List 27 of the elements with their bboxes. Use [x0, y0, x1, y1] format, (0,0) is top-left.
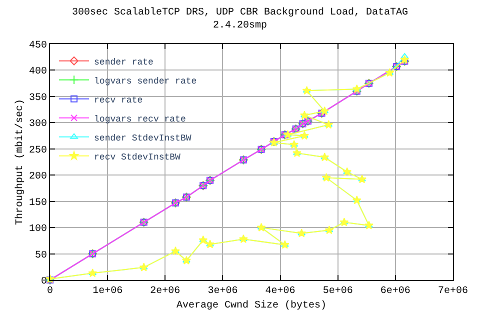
legend-label: recv rate	[94, 95, 143, 106]
legend-label: logvars sender rate	[94, 76, 197, 86]
x-tick-label: 2e+06	[150, 286, 180, 297]
y-tick-label: 400	[28, 66, 47, 78]
x-tick-label: 7e+06	[438, 286, 468, 297]
y-tick-label: 200	[28, 172, 47, 183]
x-tick-label: 5e+06	[322, 286, 353, 297]
legend-label: logvars recv rate	[94, 114, 186, 124]
chart-title: 300sec ScalableTCP DRS, UDP CBR Background Load, DataTAG	[72, 6, 408, 18]
y-tick-label: 350	[28, 92, 47, 104]
y-tick-label: 0	[40, 276, 47, 288]
x-tick-label: 1e+06	[92, 286, 123, 297]
y-tick-label: 300	[28, 119, 47, 130]
y-axis-title: Throughput (mbit/sec)	[14, 98, 26, 226]
legend-label: recv StdevInstBW	[94, 152, 182, 162]
x-axis-title: Average Cwnd Size (bytes)	[176, 300, 327, 312]
y-tick-label: 150	[28, 198, 47, 209]
y-tick-label: 250	[28, 145, 47, 156]
legend-label: sender rate	[94, 57, 154, 68]
chart-subtitle: 2.4.20smp	[212, 20, 268, 32]
x-tick-label: 4e+06	[265, 286, 296, 297]
x-tick-label: 6e+06	[380, 286, 410, 297]
legend-label: sender StdevInstBW	[94, 133, 192, 144]
y-tick-label: 100	[28, 224, 47, 236]
x-tick-label: 3e+06	[208, 286, 238, 297]
y-tick-label: 50	[34, 250, 47, 262]
y-tick-label: 450	[28, 40, 47, 52]
